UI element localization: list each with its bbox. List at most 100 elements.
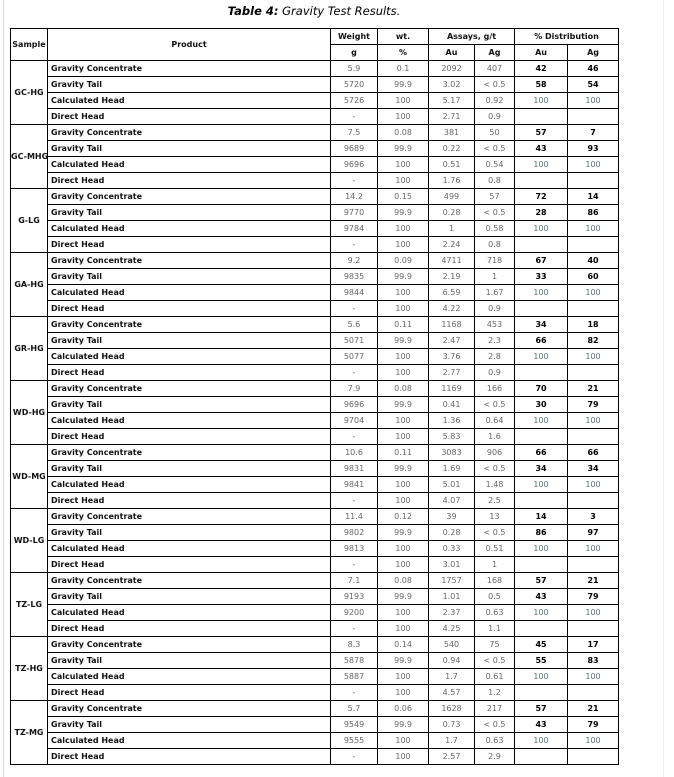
dist-au-cell: 100 — [514, 156, 569, 173]
assay-au-cell: 0.73 — [428, 716, 475, 733]
header-weight-unit: g — [330, 44, 378, 61]
dist-ag-cell: 100 — [567, 668, 620, 685]
dist-au-cell: 72 — [514, 188, 569, 205]
assay-ag-cell: 0.8 — [473, 172, 516, 189]
weight-g-cell: 5.9 — [330, 60, 378, 77]
header-dist-ag: Ag — [567, 44, 620, 61]
dist-au-cell: 58 — [514, 76, 569, 93]
assay-ag-cell: 57 — [473, 188, 516, 205]
weight-g-cell: 5726 — [330, 92, 378, 109]
weight-g-cell: 11.4 — [330, 508, 378, 525]
assay-au-cell: 5.83 — [428, 428, 475, 445]
wt-pct-cell: 0.09 — [377, 252, 429, 269]
dist-au-cell: 57 — [514, 700, 569, 717]
product-cell: Gravity Tail — [47, 140, 331, 157]
assay-au-cell: 0.94 — [428, 652, 475, 669]
dist-au-cell: 43 — [514, 588, 569, 605]
table-row: Calculated Head 5726 100 5.17 0.92 100 100 — [11, 92, 620, 109]
wt-pct-cell: 100 — [377, 348, 429, 365]
dist-ag-cell: 100 — [567, 412, 620, 429]
wt-pct-cell: 0.08 — [377, 572, 429, 589]
assay-ag-cell: 1 — [473, 556, 516, 573]
dist-au-cell: 33 — [514, 268, 569, 285]
dist-au-cell — [514, 364, 569, 381]
dist-au-cell: 43 — [514, 716, 569, 733]
dist-ag-cell: 93 — [567, 140, 620, 157]
table-caption: Table 4: Gravity Test Results. — [0, 4, 628, 18]
dist-au-cell: 67 — [514, 252, 569, 269]
assay-ag-cell: 1.6 — [473, 428, 516, 445]
header-sample: Sample — [10, 28, 48, 61]
page-border-right — [663, 0, 664, 777]
weight-g-cell: 5077 — [330, 348, 378, 365]
dist-au-cell: 100 — [514, 540, 569, 557]
wt-pct-cell: 0.06 — [377, 700, 429, 717]
dist-ag-cell: 21 — [567, 700, 620, 717]
wt-pct-cell: 0.14 — [377, 636, 429, 653]
dist-au-cell: 100 — [514, 220, 569, 237]
assay-ag-cell: < 0.5 — [473, 396, 516, 413]
wt-pct-cell: 99.9 — [377, 396, 429, 413]
dist-au-cell: 100 — [514, 668, 569, 685]
dist-ag-cell: 100 — [567, 156, 620, 173]
product-cell: Calculated Head — [47, 156, 331, 173]
dist-ag-cell: 14 — [567, 188, 620, 205]
weight-g-cell: 9813 — [330, 540, 378, 557]
sample-cell: WD-HG — [10, 380, 48, 445]
table-row: Direct Head -100 2.71 0.9 — [11, 108, 620, 125]
table-row: Direct Head -100 1.76 0.8 — [11, 172, 620, 189]
dist-au-cell: 34 — [514, 460, 569, 477]
header-row: Sample Product Weight wt. Assays, g/t % … — [10, 28, 620, 61]
assay-au-cell: 3.76 — [428, 348, 475, 365]
wt-pct-cell: 100 — [377, 604, 429, 621]
assay-ag-cell: < 0.5 — [473, 460, 516, 477]
table-row: Gravity Tail 9835 99.9 2.19 1 33 60 — [11, 268, 620, 285]
wt-pct-cell: 99.9 — [377, 204, 429, 221]
wt-pct-cell: 99.9 — [377, 588, 429, 605]
weight-g-cell: 9200 — [330, 604, 378, 621]
dist-au-cell: 66 — [514, 332, 569, 349]
header-distribution: % Distribution — [514, 28, 620, 45]
product-cell: Gravity Concentrate — [47, 508, 331, 525]
sample-cell: GA-HG — [10, 252, 48, 317]
table-row: Gravity Tail 9549 99.9 0.73 < 0.5 43 79 — [11, 716, 620, 733]
product-cell: Gravity Concentrate — [47, 572, 331, 589]
table-row: GC-HG Gravity Concentrate 5.9 0.1 2092 407 42 4… — [10, 60, 620, 125]
dist-au-cell: 86 — [514, 524, 569, 541]
product-cell: Calculated Head — [47, 732, 331, 749]
assay-ag-cell: 50 — [473, 124, 516, 141]
table-row: Calculated Head 9704 100 1.36 0.64 100 100 — [11, 412, 620, 429]
weight-g-cell: 9193 — [330, 588, 378, 605]
assay-ag-cell: 13 — [473, 508, 516, 525]
assay-ag-cell: < 0.5 — [473, 524, 516, 541]
product-cell: Direct Head — [47, 300, 331, 317]
weight-g-cell: 9784 — [330, 220, 378, 237]
sample-cell: TZ-HG — [10, 636, 48, 701]
assay-ag-cell: 0.9 — [473, 300, 516, 317]
assay-ag-cell: 453 — [473, 316, 516, 333]
dist-ag-cell — [567, 556, 620, 573]
assay-au-cell: 0.41 — [428, 396, 475, 413]
wt-pct-cell: 100 — [377, 620, 429, 637]
table-row: WD-HG Gravity Concentrate 7.9 0.08 1169 166 70… — [10, 380, 620, 445]
product-cell: Direct Head — [47, 428, 331, 445]
dist-ag-cell: 18 — [567, 316, 620, 333]
table-row: Gravity Tail 9689 99.9 0.22 < 0.5 43 93 — [11, 140, 620, 157]
weight-g-cell: 9831 — [330, 460, 378, 477]
dist-au-cell: 30 — [514, 396, 569, 413]
dist-ag-cell — [567, 492, 620, 509]
assay-ag-cell: 0.9 — [473, 108, 516, 125]
sample-cell: GC-HG — [10, 60, 48, 125]
assay-au-cell: 1757 — [428, 572, 475, 589]
dist-au-cell: 28 — [514, 204, 569, 221]
wt-pct-cell: 100 — [377, 412, 429, 429]
dist-ag-cell: 100 — [567, 348, 620, 365]
assay-au-cell: 0.51 — [428, 156, 475, 173]
wt-pct-cell: 0.11 — [377, 444, 429, 461]
wt-pct-cell: 100 — [377, 92, 429, 109]
assay-ag-cell: 1.1 — [473, 620, 516, 637]
dist-ag-cell: 97 — [567, 524, 620, 541]
product-cell: Gravity Concentrate — [47, 252, 331, 269]
table-row: Direct Head -100 4.07 2.5 — [11, 492, 620, 509]
assay-au-cell: 1628 — [428, 700, 475, 717]
